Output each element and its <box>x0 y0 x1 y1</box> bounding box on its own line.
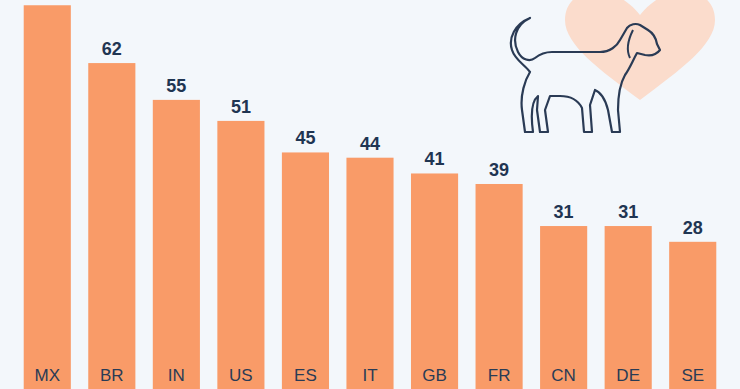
data-label: 28 <box>683 218 703 238</box>
category-label: FR <box>488 366 511 385</box>
data-label: 51 <box>231 97 251 117</box>
data-label: 41 <box>425 149 445 169</box>
bar <box>605 226 652 389</box>
category-label: SE <box>681 366 704 385</box>
data-label: 44 <box>360 134 380 154</box>
data-label: 45 <box>295 128 315 148</box>
data-label: 31 <box>554 202 574 222</box>
bar <box>540 226 587 389</box>
data-label: 55 <box>166 76 186 96</box>
category-label: US <box>229 366 253 385</box>
category-label: MX <box>35 366 61 385</box>
decoration <box>511 0 715 132</box>
category-label: IN <box>168 366 185 385</box>
dog-icon <box>511 18 660 132</box>
chart: MX 62 BR 55 IN 51 US 45 ES 44 IT 41 GB 39 FR 31 CN 31 DE 28… <box>0 0 740 389</box>
bar <box>669 242 716 389</box>
data-label: 62 <box>102 39 122 59</box>
bar <box>411 173 458 389</box>
bar <box>476 184 523 389</box>
bar <box>217 121 264 389</box>
bar <box>88 63 135 389</box>
category-label: GB <box>422 366 447 385</box>
category-label: DE <box>616 366 640 385</box>
category-label: CN <box>551 366 576 385</box>
category-label: IT <box>362 366 377 385</box>
bar <box>24 5 71 389</box>
data-label: 31 <box>618 202 638 222</box>
bar <box>346 158 393 389</box>
category-label: BR <box>100 366 124 385</box>
labels: MX 62 BR 55 IN 51 US 45 ES 44 IT 41 GB 39 FR 31 CN 31 DE 28… <box>35 39 705 385</box>
bar <box>153 100 200 389</box>
heart-icon <box>565 0 715 100</box>
bar <box>282 152 329 389</box>
category-label: ES <box>294 366 317 385</box>
data-label: 39 <box>489 160 509 180</box>
bars <box>24 5 717 389</box>
dog-ear <box>628 30 633 58</box>
